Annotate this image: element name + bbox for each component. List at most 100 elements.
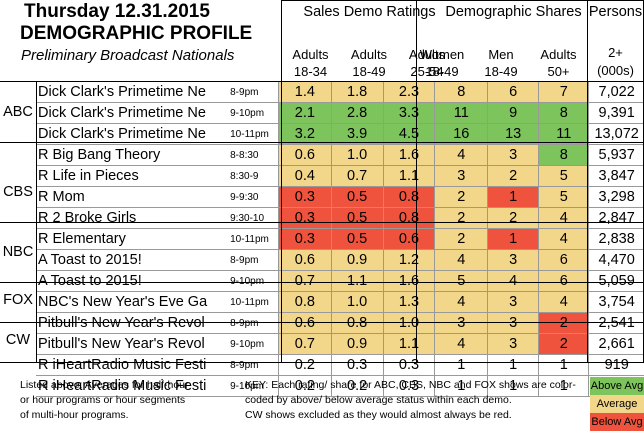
table-row: R Life in Pieces 8:30-9 0.4 0.7 1.1 3 2 5 3,847 <box>36 165 644 187</box>
rating-cell: 1.0 <box>382 312 435 334</box>
rating-cell: 1.2 <box>382 249 435 271</box>
rating-cell: 13 <box>487 123 539 145</box>
rating-cell: 0.9 <box>330 249 384 271</box>
rating-cell: 3 <box>487 249 539 271</box>
persons-header: Persons <box>588 4 643 20</box>
rating-cell: 0.7 <box>330 165 384 187</box>
col-header-5: Men 18-49 <box>484 47 518 79</box>
rating-cell: 4 <box>538 228 589 250</box>
persons-value-cell: 5,937 <box>588 144 644 166</box>
time-slot: 8-9pm <box>230 254 259 266</box>
rating-cell: 2 <box>487 165 539 187</box>
time-slot: 8-9pm <box>230 317 259 329</box>
rating-cell: 0.5 <box>330 228 384 250</box>
rating-cell: 1.1 <box>382 165 435 187</box>
program-name: R iHeartRadio Music Festi <box>38 357 207 373</box>
sales-ratings-header: Sales Demo Ratings <box>303 4 436 20</box>
rating-cell: 0.2 <box>278 354 332 376</box>
rating-cell: 0.6 <box>278 312 332 334</box>
persons-age-label: 2+ <box>608 45 623 60</box>
persons-value-cell: 2,541 <box>588 312 644 334</box>
table-row: R Big Bang Theory 8-8:30 0.6 1.0 1.6 4 3 8 5,937 <box>36 144 644 166</box>
rating-cell: 0.7 <box>278 270 332 292</box>
persons-value-cell: 2,661 <box>588 333 644 355</box>
col-header-2: Adults 18-49 <box>350 47 388 79</box>
rating-cell: 11 <box>538 123 589 145</box>
program-name: A Toast to 2015! <box>38 273 142 289</box>
rating-cell: 0.3 <box>382 375 435 397</box>
rating-cell: 0.5 <box>330 186 384 208</box>
rating-cell: 2.3 <box>382 82 435 103</box>
time-slot: 9-9:30 <box>230 191 259 203</box>
program-name: R iHeartRadio Music Festi <box>38 378 207 394</box>
rating-cell: 0.3 <box>278 207 332 229</box>
persons-value-cell: 9,391 <box>588 102 644 124</box>
rating-cell: 1 <box>434 375 488 397</box>
time-slot: 9:30-10 <box>230 212 265 224</box>
table-row: Pitbull's New Year's Revol 9-10pm 0.7 0.9 1.… <box>36 333 644 355</box>
time-slot: 8:30-9 <box>230 170 259 182</box>
rating-cell: 3 <box>487 291 539 313</box>
rating-cell: 6 <box>538 249 589 271</box>
table-row: Dick Clark's Primetime Ne 8-9pm 1.4 1.8 2.3 8… <box>36 82 644 103</box>
report-date-title: Thursday 12.31.2015 <box>24 1 210 22</box>
rating-cell: 3 <box>487 312 539 334</box>
rating-cell: 1 <box>538 375 589 397</box>
persons-value-cell: 3,298 <box>588 186 644 208</box>
rating-cell: 0.7 <box>278 333 332 355</box>
rating-cell: 1 <box>487 228 539 250</box>
nbc-fox-divider <box>0 282 644 283</box>
program-name: R Mom <box>38 189 85 205</box>
header-bottom-rule <box>0 81 644 82</box>
rating-cell: 0.3 <box>330 354 384 376</box>
rating-cell: 0.8 <box>330 312 384 334</box>
network-col-rule <box>36 81 37 363</box>
persons-unit-label: (000s) <box>597 63 634 78</box>
legend-below-avg: Below Avg <box>590 413 644 431</box>
table-row: A Toast to 2015! 8-9pm 0.6 0.9 1.2 4 3 6 4,470 <box>36 249 644 271</box>
rating-cell: 2 <box>538 333 589 355</box>
rating-cell: 1.0 <box>330 291 384 313</box>
rating-cell: 4 <box>434 333 488 355</box>
program-name: Pitbull's New Year's Revol <box>38 315 205 331</box>
table-row: NBC's New Year's Eve Ga 10-11pm 0.8 1.0 1.3 4… <box>36 291 644 313</box>
rating-cell: 1.8 <box>330 82 384 103</box>
col-header-3: Adults 25-54 <box>408 47 446 79</box>
rating-cell: 4 <box>538 291 589 313</box>
rating-cell: 0.4 <box>278 165 332 187</box>
rating-cell: 0.8 <box>382 207 435 229</box>
persons-value-cell: 7,022 <box>588 82 644 103</box>
persons-value-cell: 4,470 <box>588 249 644 271</box>
rating-cell: 0.6 <box>278 249 332 271</box>
rating-cell: 4.5 <box>382 123 435 145</box>
rating-cell: 0.2 <box>278 375 332 397</box>
rating-cell: 3.2 <box>278 123 332 145</box>
col-header-6: Adults 50+ <box>540 47 577 79</box>
rating-cell: 0.8 <box>278 291 332 313</box>
network-label-cw: CW <box>5 332 31 348</box>
rating-cell: 0.9 <box>330 333 384 355</box>
rating-cell: 2.1 <box>278 102 332 124</box>
persons-value-cell: 5,059 <box>588 270 644 292</box>
rating-cell: 1.4 <box>278 82 332 103</box>
rating-cell: 0.6 <box>382 228 435 250</box>
program-name: R Elementary <box>38 231 126 247</box>
network-label-fox: FOX <box>3 292 33 308</box>
rating-cell: 4 <box>434 291 488 313</box>
color-key-note: KEY: Each rating/ share for ABC, CBS, NB… <box>245 379 576 421</box>
rating-cell: 3 <box>487 333 539 355</box>
rating-cell: 4 <box>434 144 488 166</box>
program-name: Dick Clark's Primetime Ne <box>38 126 206 142</box>
network-label-nbc: NBC <box>2 244 34 260</box>
time-slot: 9-10pm <box>230 107 265 119</box>
table-row: Dick Clark's Primetime Ne 10-11pm 3.2 3.9 4.… <box>36 123 644 145</box>
header-top-rule <box>281 0 644 1</box>
persons-value-cell: 3,754 <box>588 291 644 313</box>
persons-value-cell: 3,847 <box>588 165 644 187</box>
time-slot: 9-10pm <box>230 338 265 350</box>
col-header-1: Adults 18-34 <box>292 47 329 79</box>
time-slot: 10-11pm <box>230 128 269 140</box>
rating-cell: 8 <box>538 102 589 124</box>
rating-cell: 5 <box>538 165 589 187</box>
rating-cell: 5 <box>434 270 488 292</box>
